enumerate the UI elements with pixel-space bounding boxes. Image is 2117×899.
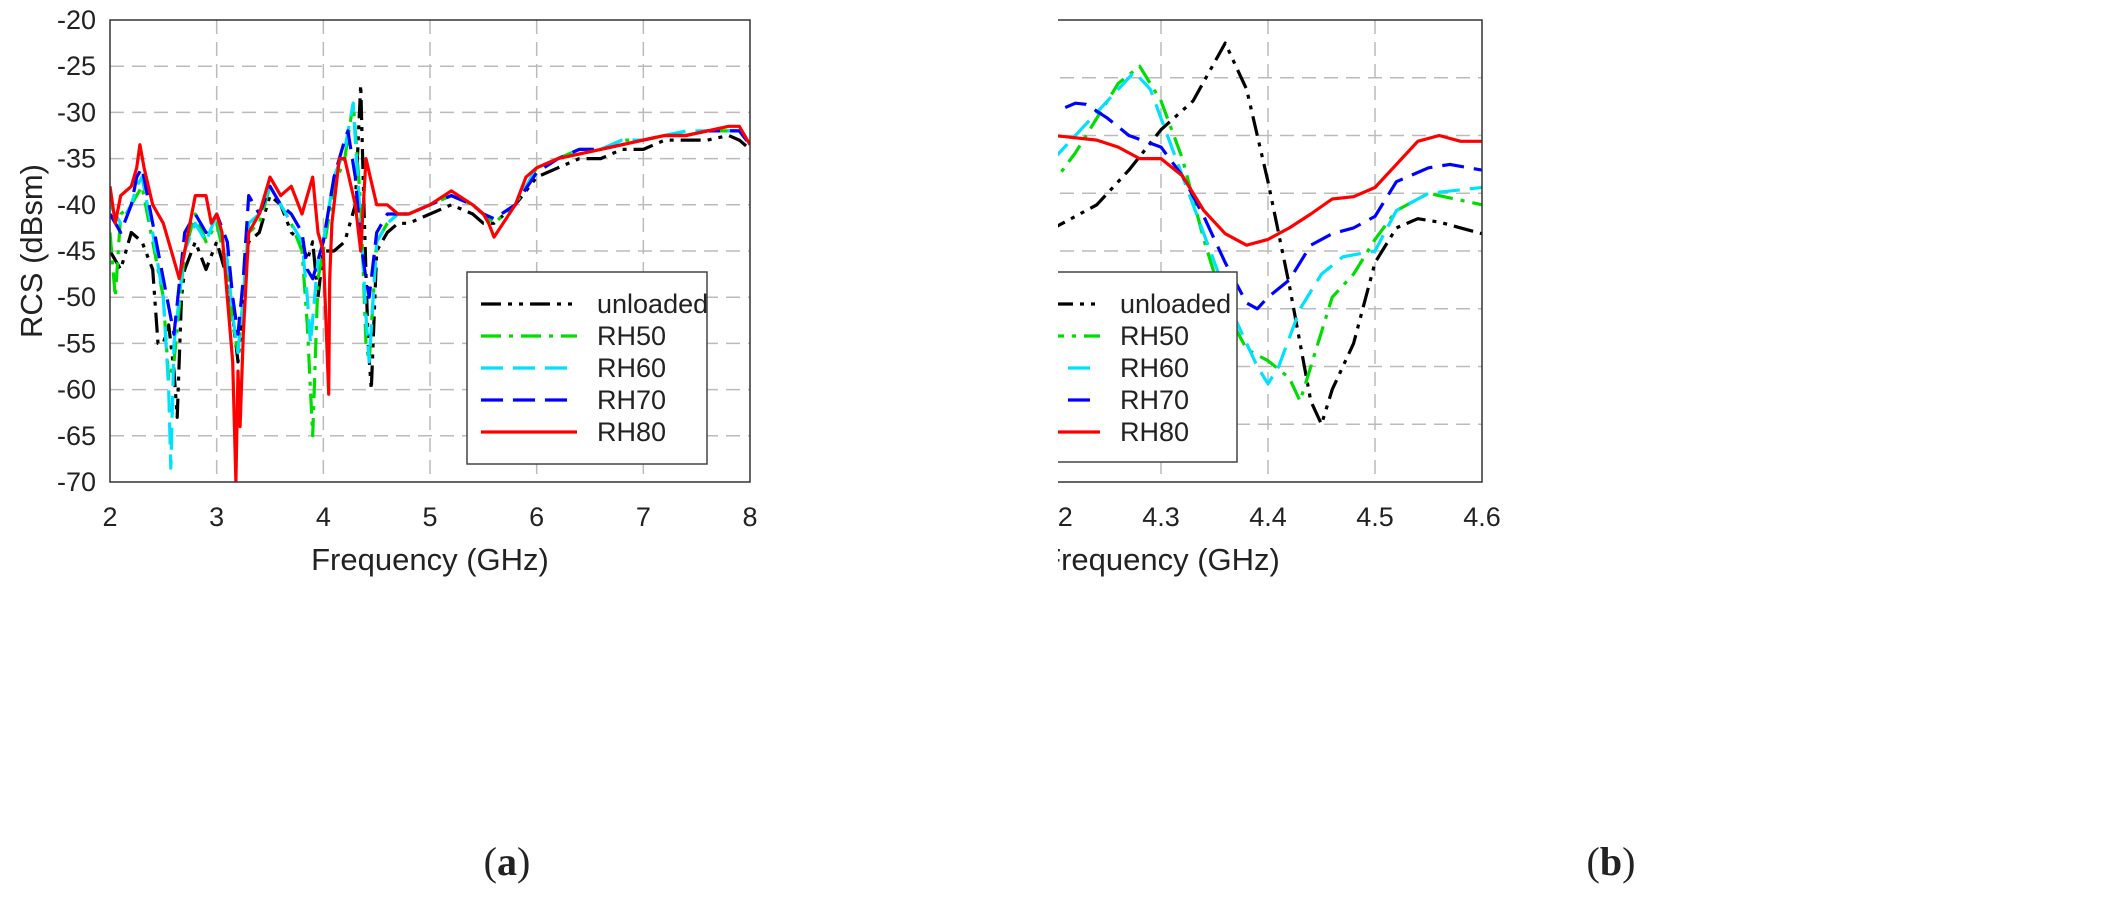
plot-frame-a: [109, 19, 751, 483]
y-tick-label: -40: [57, 190, 96, 220]
series-line-rh80-b: [1058, 133, 1482, 247]
y-axis-title-a: RCS (dBsm): [14, 164, 49, 338]
x-tick-label: 4: [316, 502, 331, 532]
caption-a-open: (: [483, 839, 497, 884]
y-tick-label: -25: [57, 51, 96, 81]
y-tick-label: -35: [57, 144, 96, 174]
legend-label-rh50-a: RH50: [597, 321, 666, 351]
y-tick-label: -20: [57, 5, 96, 35]
caption-b-close: ): [1622, 839, 1636, 884]
legend-label-rh70-a: RH70: [597, 385, 666, 415]
x-tick-label: 4.2: [1058, 502, 1073, 532]
x-tick-label: 7: [636, 502, 651, 532]
x-tick-label: 4.4: [1249, 502, 1287, 532]
series-line-unloaded-a: [110, 83, 750, 419]
y-tick-label: -70: [57, 467, 96, 497]
legend-label-rh80-b: RH80: [1120, 417, 1189, 447]
y-tick-label: -45: [57, 236, 96, 266]
x-tick-label: 4.3: [1142, 502, 1180, 532]
x-tick-label: 5: [422, 502, 437, 532]
y-tick-label: -50: [57, 282, 96, 312]
legend-label-rh60-a: RH60: [597, 353, 666, 383]
legend-label-unloaded-b: unloaded: [1120, 289, 1231, 319]
x-tick-label: 8: [742, 502, 757, 532]
chart-b-svg: -25-30-35-40-45-50-55-60-654.04.14.24.34…: [1058, 19, 1501, 577]
y-tick-label: -30: [57, 97, 96, 127]
series-group-a: [110, 83, 750, 482]
series-line-rh80-a: [110, 124, 750, 482]
legend-label-rh80-a: RH80: [597, 417, 666, 447]
caption-a-close: ): [517, 839, 531, 884]
series-line-rh60-b: [1058, 70, 1482, 386]
y-tick-label: -55: [57, 328, 96, 358]
plot-frame-b: [1058, 19, 1483, 483]
x-tick-label: 2: [102, 502, 117, 532]
series-line-rh70-b: [1058, 101, 1482, 311]
chart-a-caption: (a): [407, 838, 607, 885]
x-tick-label: 4.5: [1356, 502, 1394, 532]
series-line-rh70-a: [110, 129, 750, 336]
x-axis-title-b: Frequency (GHz): [1058, 542, 1280, 577]
x-axis-title-a: Frequency (GHz): [311, 542, 549, 577]
series-group-b: [1058, 41, 1482, 426]
y-tick-label: -60: [57, 375, 96, 405]
caption-b-label: b: [1599, 839, 1623, 884]
y-tick-label: -65: [57, 421, 96, 451]
caption-b-open: (: [1586, 839, 1600, 884]
chart-panel-b: -25-30-35-40-45-50-55-60-654.04.14.24.34…: [1058, 0, 2117, 899]
x-tick-label: 3: [209, 502, 224, 532]
series-line-rh50-b: [1058, 64, 1482, 403]
legend-label-rh60-b: RH60: [1120, 353, 1189, 383]
chart-a-svg: -20 -25 -30 -35 -40 -45 -50 -55 -60 -65 -702 3 4 5 6 7 8…: [14, 5, 758, 577]
chart-b-caption: (b): [1511, 838, 1711, 885]
x-tick-label: 4.6: [1463, 502, 1501, 532]
legend-label-unloaded-a: unloaded: [597, 289, 708, 319]
legend-label-rh50-b: RH50: [1120, 321, 1189, 351]
caption-a-label: a: [497, 839, 517, 884]
chart-panel-a: -20 -25 -30 -35 -40 -45 -50 -55 -60 -65 -70 2 3 4 5 6 7 8…: [0, 0, 1058, 899]
series-line-unloaded-b: [1058, 41, 1482, 426]
legend-label-rh70-b: RH70: [1120, 385, 1189, 415]
x-tick-label: 6: [529, 502, 544, 532]
